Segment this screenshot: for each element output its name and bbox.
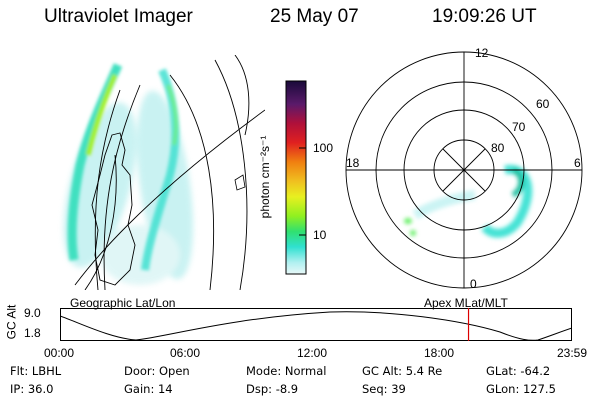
status-ip-key: IP: bbox=[10, 382, 25, 396]
lat-lon-grid bbox=[74, 55, 265, 290]
auroral-band-east bbox=[141, 68, 180, 271]
altitude-ytick-low: 1.8 bbox=[24, 326, 41, 340]
lat-label-70: 70 bbox=[512, 120, 526, 134]
status-door: Door: Open bbox=[124, 364, 190, 378]
coastline-island bbox=[234, 174, 246, 191]
status-glon-value: 127.5 bbox=[522, 382, 556, 396]
auroral-band-west bbox=[67, 63, 123, 261]
time-label: 19:09:26 UT bbox=[432, 6, 537, 27]
status-ip: IP: 36.0 bbox=[10, 382, 53, 396]
colorbar bbox=[285, 80, 307, 275]
status-gain-key: Gain: bbox=[124, 382, 155, 396]
status-glat-value: -64.2 bbox=[520, 364, 551, 378]
altitude-chart-frame bbox=[60, 308, 572, 341]
altitude-ylabel: GC Alt bbox=[4, 304, 19, 340]
status-mode-value: Normal bbox=[284, 364, 327, 378]
mlt-label-bottom: 0 bbox=[470, 277, 477, 291]
status-glon-key: GLon: bbox=[486, 382, 520, 396]
status-flt: Flt: LBHL bbox=[10, 364, 61, 378]
status-door-value: Open bbox=[158, 364, 190, 378]
status-flt-key: Flt: bbox=[10, 364, 29, 378]
polar-plot bbox=[345, 51, 583, 289]
altitude-xtick-2: 12:00 bbox=[297, 346, 328, 360]
status-seq: Seq: 39 bbox=[362, 382, 406, 396]
apex-panel-title: Apex MLat/MLT bbox=[424, 296, 508, 310]
status-glat: GLat: -64.2 bbox=[486, 364, 550, 378]
mlt-label-right: 6 bbox=[574, 156, 581, 170]
mlt-label-top: 12 bbox=[475, 46, 489, 60]
altitude-chart bbox=[60, 308, 572, 341]
status-mode: Mode: Normal bbox=[246, 364, 326, 378]
status-gc-alt-key: GC Alt: bbox=[362, 364, 403, 378]
status-ip-value: 36.0 bbox=[27, 382, 54, 396]
colorbar-tick-label-10: 10 bbox=[313, 228, 327, 242]
colorbar-unit-label: photon cm⁻²s⁻¹ bbox=[258, 135, 272, 219]
altitude-xtick-0: 00:00 bbox=[44, 346, 75, 360]
lat-label-60: 60 bbox=[536, 97, 550, 111]
geographic-panel-title: Geographic Lat/Lon bbox=[70, 296, 176, 310]
polar-auroral-oval bbox=[404, 165, 533, 238]
coastline bbox=[91, 132, 136, 286]
altitude-ytick-high: 9.0 bbox=[24, 306, 41, 320]
status-gain: Gain: 14 bbox=[124, 382, 173, 396]
status-dsp-value: -8.9 bbox=[275, 382, 299, 396]
status-gc-alt-value: 5.4 Re bbox=[405, 364, 443, 378]
altitude-xtick-1: 06:00 bbox=[170, 346, 201, 360]
colorbar-tick-label-100: 100 bbox=[313, 141, 334, 155]
geographic-image-panel bbox=[63, 55, 265, 290]
status-seq-key: Seq: bbox=[362, 382, 388, 396]
status-dsp-key: Dsp: bbox=[246, 382, 273, 396]
status-dsp: Dsp: -8.9 bbox=[246, 382, 298, 396]
status-gain-value: 14 bbox=[157, 382, 173, 396]
instrument-title: Ultraviolet Imager bbox=[44, 6, 193, 27]
lat-label-80: 80 bbox=[491, 141, 505, 155]
altitude-curve bbox=[60, 311, 572, 341]
polar-diagonal-2 bbox=[442, 148, 486, 192]
status-gc-alt: GC Alt: 5.4 Re bbox=[362, 364, 442, 378]
date-label: 25 May 07 bbox=[270, 6, 359, 27]
status-flt-value: LBHL bbox=[31, 364, 62, 378]
status-glon: GLon: 127.5 bbox=[486, 382, 556, 396]
status-door-key: Door: bbox=[124, 364, 156, 378]
altitude-xtick-3: 18:00 bbox=[424, 346, 455, 360]
status-glat-key: GLat: bbox=[486, 364, 517, 378]
status-seq-value: 39 bbox=[391, 382, 406, 396]
mlt-label-left: 18 bbox=[346, 156, 360, 170]
status-mode-key: Mode: bbox=[246, 364, 282, 378]
altitude-xtick-4: 23:59 bbox=[557, 346, 588, 360]
